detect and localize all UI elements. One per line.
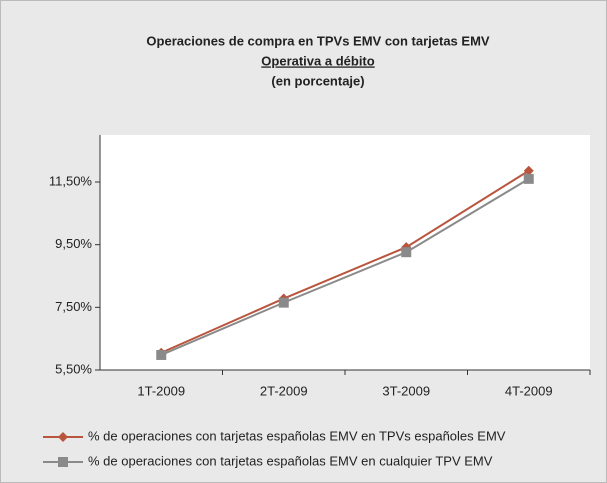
series-line bbox=[160, 169, 530, 354]
legend-marker bbox=[58, 457, 68, 467]
y-tick-label: 9,50% bbox=[55, 236, 92, 251]
x-tick-label: 3T-2009 bbox=[382, 383, 430, 398]
x-tick-label: 1T-2009 bbox=[137, 383, 185, 398]
legend-label: % de operaciones con tarjetas españolas … bbox=[88, 453, 493, 468]
point bbox=[278, 297, 289, 308]
chart-title: Operaciones de compra en TPVs EMV con ta… bbox=[146, 33, 489, 48]
y-tick-label: 5,50% bbox=[55, 361, 92, 376]
point bbox=[401, 247, 412, 258]
x-tick-label: 2T-2009 bbox=[260, 383, 308, 398]
plot-area bbox=[100, 135, 590, 370]
legend-marker bbox=[58, 432, 68, 442]
y-tick-label: 11,50% bbox=[49, 173, 93, 188]
x-tick-label: 4T-2009 bbox=[505, 383, 553, 398]
point bbox=[523, 165, 534, 176]
chart-note: (en porcentaje) bbox=[271, 73, 364, 88]
point bbox=[156, 349, 167, 360]
series-line bbox=[160, 178, 530, 356]
y-tick-label: 7,50% bbox=[55, 299, 92, 314]
chart-subtitle: Operativa a débito bbox=[261, 53, 374, 68]
legend-label: % de operaciones con tarjetas españolas … bbox=[88, 428, 506, 443]
point bbox=[523, 173, 534, 184]
